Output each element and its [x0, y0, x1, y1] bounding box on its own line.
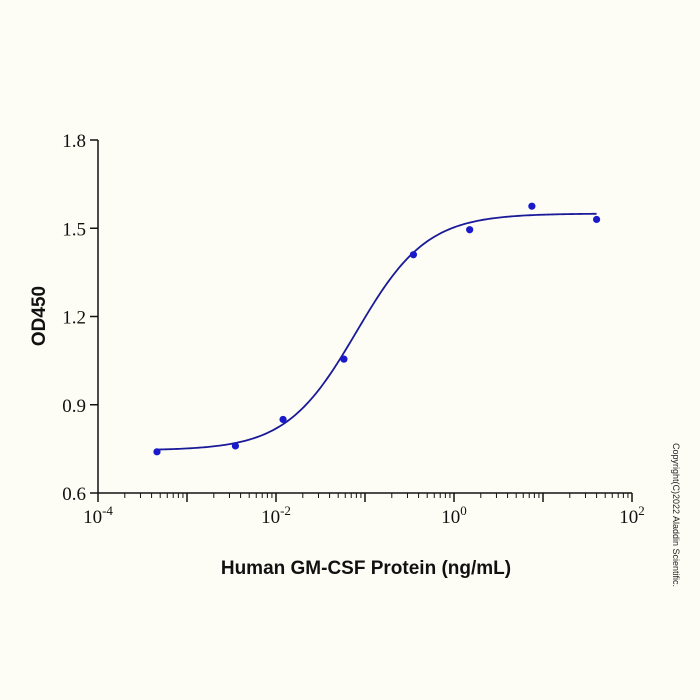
data-point	[592, 215, 601, 224]
fit-curve	[156, 212, 597, 451]
x-tick-label: 102	[619, 503, 645, 528]
y-tick-label: 1.5	[62, 219, 86, 240]
copyright-notice: Copyright(C)2022 Aladdin Scientific.	[671, 442, 681, 588]
data-point	[528, 202, 536, 210]
fit-curve-layer	[156, 212, 597, 451]
data-point	[466, 226, 474, 234]
x-tick-label: 10-4	[83, 503, 113, 528]
y-tick-label: 0.9	[62, 396, 86, 417]
data-point	[279, 415, 287, 424]
y-tick-label: 1.8	[62, 131, 86, 152]
x-tick-label: 10-2	[261, 503, 291, 528]
y-ticks: 0.6 0.9 1.2 1.5 1.8	[62, 131, 98, 505]
data-points-layer	[153, 202, 601, 456]
data-point	[231, 442, 240, 450]
data-point	[153, 448, 161, 456]
x-ticks: 10-4 10-2 100 102	[83, 493, 645, 528]
x-axis-title: Human GM-CSF Protein (ng/mL)	[221, 558, 511, 579]
data-point	[409, 251, 418, 259]
data-point	[340, 355, 348, 363]
y-tick-label: 1.2	[62, 308, 86, 329]
y-tick-label: 0.6	[62, 484, 86, 505]
x-tick-label: 100	[441, 503, 467, 528]
y-axis-title: OD450	[29, 286, 50, 346]
